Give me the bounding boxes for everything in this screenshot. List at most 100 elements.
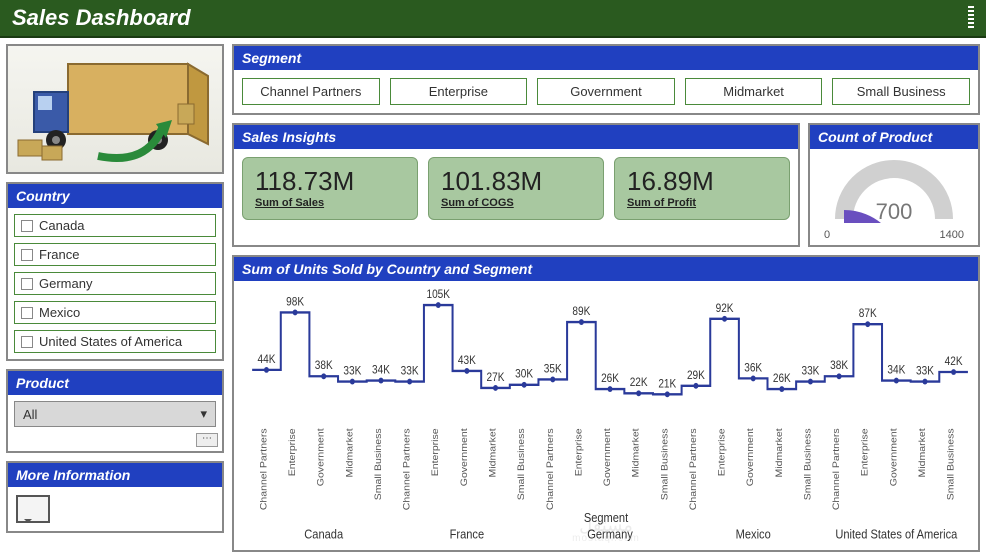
kpi-label: Sum of Profit xyxy=(627,197,777,209)
svg-text:Enterprise: Enterprise xyxy=(574,428,584,476)
sidebar: Country Canada France Germany Mexico United … xyxy=(6,44,224,552)
svg-text:Small Business: Small Business xyxy=(660,428,670,500)
svg-text:22K: 22K xyxy=(630,377,649,390)
svg-text:Government: Government xyxy=(316,428,326,486)
ellipsis-button[interactable]: ⋯ xyxy=(196,433,218,447)
country-label: United States of America xyxy=(39,334,182,349)
main-layout: Country Canada France Germany Mexico United … xyxy=(0,38,986,558)
drag-handle-icon[interactable] xyxy=(968,6,974,30)
gauge-max: 1400 xyxy=(940,229,964,241)
product-filter-title: Product xyxy=(8,371,222,395)
page-title: Sales Dashboard xyxy=(12,5,968,31)
kpi-card: 118.73MSum of Sales xyxy=(242,157,418,220)
svg-text:Segment: Segment xyxy=(584,510,629,525)
svg-text:43K: 43K xyxy=(458,354,477,367)
kpi-card: 101.83MSum of COGS xyxy=(428,157,604,220)
units-sold-chart: 44K98K38K33K34K33K105K43K27K30K35K89K26K… xyxy=(234,281,978,550)
svg-text:21K: 21K xyxy=(658,378,677,391)
svg-text:33K: 33K xyxy=(916,365,935,378)
segment-button[interactable]: Channel Partners xyxy=(242,78,380,105)
svg-text:Channel Partners: Channel Partners xyxy=(259,428,269,510)
product-select-value: All xyxy=(23,407,37,422)
segment-filter-panel: Segment Channel PartnersEnterpriseGovern… xyxy=(232,44,980,115)
svg-text:Government: Government xyxy=(603,428,613,486)
app-header: Sales Dashboard xyxy=(0,0,986,38)
country-item[interactable]: Mexico xyxy=(14,301,216,324)
product-select[interactable]: All ▾ xyxy=(14,401,216,427)
svg-text:Enterprise: Enterprise xyxy=(860,428,870,476)
svg-text:Midmarket: Midmarket xyxy=(918,428,928,477)
svg-text:Channel Partners: Channel Partners xyxy=(832,428,842,510)
country-label: Canada xyxy=(39,218,85,233)
svg-text:Channel Partners: Channel Partners xyxy=(402,428,412,510)
kpi-value: 118.73M xyxy=(255,166,405,197)
country-item[interactable]: France xyxy=(14,243,216,266)
content-area: Segment Channel Partners Enterprise Govern… xyxy=(232,44,980,552)
svg-text:38K: 38K xyxy=(315,360,334,373)
checkbox-icon xyxy=(21,278,33,290)
svg-text:Government: Government xyxy=(889,428,899,486)
kpi-value: 16.89M xyxy=(627,166,777,197)
kpi-row: Sales Insights 118.73MSum of Sales101.83… xyxy=(232,123,980,247)
svg-text:34K: 34K xyxy=(372,364,391,377)
country-list: Canada France Germany Mexico United States o… xyxy=(8,208,222,359)
segment-button[interactable]: Small Business xyxy=(832,78,970,105)
svg-text:42K: 42K xyxy=(945,355,964,368)
svg-text:89K: 89K xyxy=(572,305,591,318)
segment-button[interactable]: Government xyxy=(537,78,675,105)
checkbox-icon xyxy=(21,220,33,232)
svg-text:Small Business: Small Business xyxy=(517,428,527,500)
svg-text:29K: 29K xyxy=(687,369,706,382)
svg-text:Small Business: Small Business xyxy=(803,428,813,500)
segment-button[interactable]: Enterprise xyxy=(390,78,528,105)
svg-text:26K: 26K xyxy=(773,372,792,385)
svg-text:Mexico: Mexico xyxy=(736,527,771,542)
svg-text:105K: 105K xyxy=(426,288,450,301)
svg-text:Midmarket: Midmarket xyxy=(345,428,355,477)
units-sold-chart-panel: Sum of Units Sold by Country and Segment… xyxy=(232,255,980,552)
svg-text:Midmarket: Midmarket xyxy=(774,428,784,477)
product-filter-panel: Product All ▾ ⋯ xyxy=(6,369,224,453)
kpi-value: 101.83M xyxy=(441,166,591,197)
svg-text:35K: 35K xyxy=(544,363,563,376)
svg-text:Canada: Canada xyxy=(304,527,343,542)
kpi-label: Sum of COGS xyxy=(441,197,591,209)
svg-text:92K: 92K xyxy=(716,302,735,315)
svg-text:Enterprise: Enterprise xyxy=(717,428,727,476)
sales-insights-panel: Sales Insights 118.73MSum of Sales101.83… xyxy=(232,123,800,247)
country-label: Germany xyxy=(39,276,92,291)
segment-button[interactable]: Midmarket xyxy=(685,78,823,105)
comment-icon[interactable] xyxy=(16,495,50,523)
svg-text:United States of America: United States of America xyxy=(835,527,957,542)
svg-text:33K: 33K xyxy=(343,365,362,378)
svg-text:Channel Partners: Channel Partners xyxy=(545,428,555,510)
country-filter-title: Country xyxy=(8,184,222,208)
kpi-card: 16.89MSum of Profit xyxy=(614,157,790,220)
chevron-down-icon: ▾ xyxy=(200,406,207,422)
gauge-min: 0 xyxy=(824,229,830,241)
svg-text:30K: 30K xyxy=(515,368,534,381)
svg-text:Enterprise: Enterprise xyxy=(288,428,298,476)
svg-text:Small Business: Small Business xyxy=(374,428,384,500)
kpi-container: 118.73MSum of Sales101.83MSum of COGS16.… xyxy=(234,149,798,228)
country-label: Mexico xyxy=(39,305,80,320)
country-item[interactable]: Canada xyxy=(14,214,216,237)
sales-insights-title: Sales Insights xyxy=(234,125,798,149)
gauge-chart: 700 0 1400 xyxy=(810,149,978,245)
svg-text:Midmarket: Midmarket xyxy=(631,428,641,477)
svg-text:27K: 27K xyxy=(487,371,506,384)
svg-text:38K: 38K xyxy=(830,360,849,373)
svg-text:France: France xyxy=(450,527,485,542)
kpi-label: Sum of Sales xyxy=(255,197,405,209)
svg-text:Government: Government xyxy=(746,428,756,486)
svg-text:Enterprise: Enterprise xyxy=(431,428,441,476)
country-item[interactable]: United States of America xyxy=(14,330,216,353)
svg-text:34K: 34K xyxy=(887,364,906,377)
svg-text:Small Business: Small Business xyxy=(946,428,956,500)
svg-text:33K: 33K xyxy=(401,365,420,378)
segment-button-row: Channel Partners Enterprise Government Midm… xyxy=(234,70,978,113)
country-filter-panel: Country Canada France Germany Mexico United … xyxy=(6,182,224,361)
svg-text:26K: 26K xyxy=(601,372,620,385)
count-of-product-panel: Count of Product 700 0 1400 xyxy=(808,123,980,247)
country-item[interactable]: Germany xyxy=(14,272,216,295)
